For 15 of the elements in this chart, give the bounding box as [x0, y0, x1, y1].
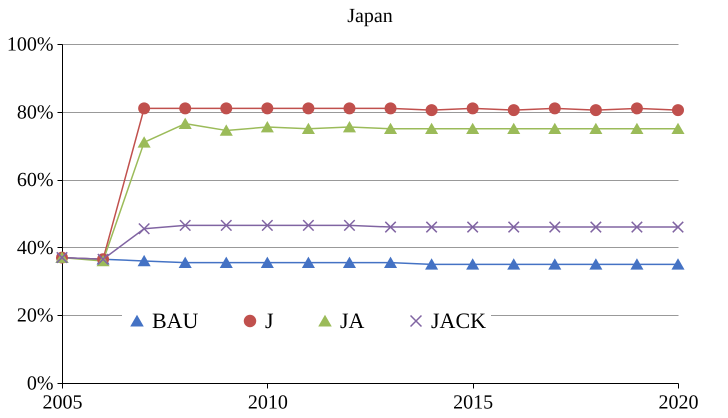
y-tick-label: 40% [16, 236, 54, 259]
legend-label: JACK [431, 308, 486, 333]
legend-label: JA [340, 308, 365, 333]
x-tick-label: 2010 [248, 392, 288, 414]
chart-title: Japan [347, 5, 393, 27]
y-tick-label: 100% [6, 34, 54, 56]
y-tick-label: 60% [16, 169, 54, 192]
y-tick-label: 20% [16, 304, 54, 327]
legend-label: BAU [152, 308, 199, 333]
x-tick-label: 2020 [658, 392, 698, 414]
x-tick-label: 2005 [42, 392, 82, 414]
legend-label: J [265, 308, 274, 333]
x-tick-label: 2015 [453, 392, 494, 414]
y-tick-label: 80% [16, 101, 54, 124]
y-tick-label: 0% [26, 372, 54, 394]
